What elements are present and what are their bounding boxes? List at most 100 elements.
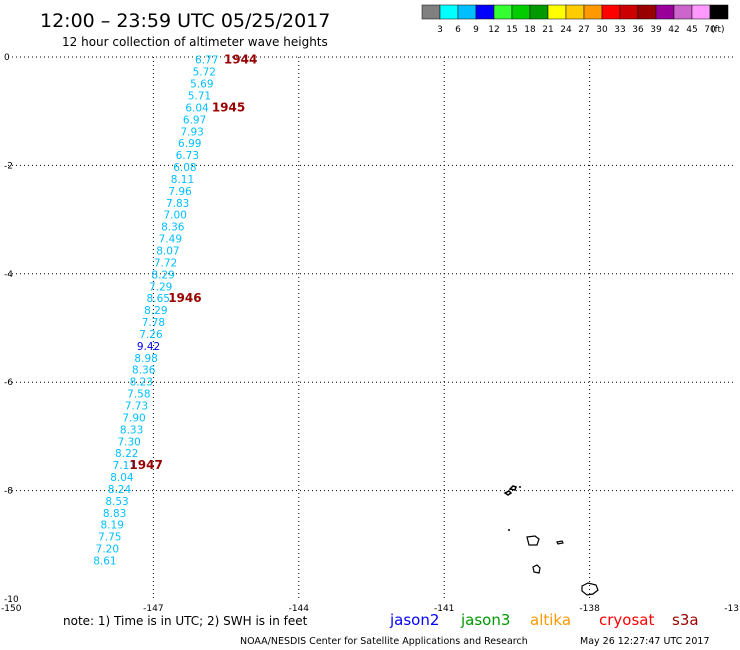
wave-height-value: 8.19 xyxy=(101,520,124,532)
satellite-legend-jason2: jason2 xyxy=(389,611,439,629)
color-scale-label: 33 xyxy=(614,25,625,35)
y-tick-label: -2 xyxy=(4,161,13,171)
wave-height-value: 7.49 xyxy=(159,234,182,246)
y-tick-label: 0 xyxy=(4,53,10,63)
x-tick-label: -13 xyxy=(724,604,739,614)
wave-height-value: 7.11 xyxy=(113,460,136,472)
wave-height-value: 7.90 xyxy=(122,412,145,424)
hawaii-islands xyxy=(503,485,599,596)
color-scale-label: 9 xyxy=(473,25,479,35)
wave-height-value: 7.00 xyxy=(164,210,187,222)
wave-height-value: 8.65 xyxy=(147,293,170,305)
island-hawaii xyxy=(581,582,599,596)
color-scale-swatch xyxy=(511,4,531,20)
color-scale-label: 21 xyxy=(542,25,553,35)
wave-height-value: 8.29 xyxy=(144,305,167,317)
wave-height-value: 7.29 xyxy=(149,281,172,293)
color-scale-swatch xyxy=(439,4,459,20)
satellite-legend-altika: altika xyxy=(530,611,571,629)
satellite-legend-jason3: jason3 xyxy=(460,611,510,629)
x-tick-label: -144 xyxy=(289,604,310,614)
wave-height-value: 7.30 xyxy=(117,436,140,448)
wave-height-value: 6.77 xyxy=(195,55,218,67)
color-scale-swatch xyxy=(691,4,711,20)
wave-height-value: 8.61 xyxy=(93,556,116,568)
y-tick-label: -6 xyxy=(4,378,13,388)
color-scale-label: 12 xyxy=(488,25,499,35)
footer-credit: NOAA/NESDIS Center for Satellite Applica… xyxy=(240,636,528,647)
y-tick-label: -10 xyxy=(4,595,19,605)
color-scale-swatch xyxy=(565,4,585,20)
time-labels: 1944 1945 1946 1947 xyxy=(129,53,257,472)
color-scale-label: 36 xyxy=(632,25,644,35)
wave-height-value: 6.08 xyxy=(173,162,196,174)
island-kauai xyxy=(508,485,517,491)
chart-subtitle: 12 hour collection of altimeter wave hei… xyxy=(62,35,328,49)
wave-height-value: 8.98 xyxy=(134,353,157,365)
color-scale-label: 6 xyxy=(455,25,461,35)
wave-height-value: 8.23 xyxy=(130,377,153,389)
wave-height-value: 7.26 xyxy=(139,329,163,341)
color-scale-swatch xyxy=(547,4,567,20)
y-tick-label: -8 xyxy=(4,487,13,497)
color-scale-swatch xyxy=(619,4,639,20)
island-maui xyxy=(532,564,541,574)
x-tick-label: -138 xyxy=(579,604,600,614)
color-scale: 3 6 9 12 15 18 21 24 27 30 33 36 39 42 45 70(ft) xyxy=(421,4,729,35)
color-scale-swatch xyxy=(673,4,693,20)
wave-height-value: 7.72 xyxy=(154,257,177,269)
axes: 0 -2 -4 -6 -8 -10-150 -147 -144 -141 -138 -13 xyxy=(1,53,739,614)
wave-height-value: 8.07 xyxy=(156,245,179,257)
color-scale-label: 45 xyxy=(686,25,697,35)
wave-height-value: 7.96 xyxy=(168,186,192,198)
wave-height-value: 8.53 xyxy=(105,496,128,508)
time-label: 1947 xyxy=(129,458,162,472)
wave-height-value: 8.29 xyxy=(151,269,174,281)
wave-height-value: 7.75 xyxy=(98,532,121,544)
color-scale-swatch xyxy=(529,4,549,20)
x-tick-label: -147 xyxy=(143,604,163,614)
note-text: note: 1) Time is in UTC; 2) SWH is in fe… xyxy=(63,614,308,628)
wave-height-value: 7.73 xyxy=(125,401,148,413)
wave-height-value: 8.33 xyxy=(120,424,143,436)
color-scale-swatch xyxy=(493,4,513,20)
island-niihau xyxy=(503,490,513,496)
color-scale-label: 3 xyxy=(437,25,443,35)
color-scale-label: 18 xyxy=(524,25,536,35)
color-scale-swatch xyxy=(421,4,441,20)
island-molokai xyxy=(556,540,564,545)
color-scale-label: 70 xyxy=(704,25,716,35)
island-ka-ula xyxy=(519,486,521,488)
color-scale-label: 24 xyxy=(560,25,572,35)
wave-height-value: 9.42 xyxy=(137,341,160,353)
color-scale-swatch xyxy=(601,4,621,20)
color-scale-swatch xyxy=(637,4,657,20)
wave-height-value: 8.22 xyxy=(115,448,138,460)
satellite-legend: jason2 jason3 altika cryosat s3a xyxy=(389,611,699,629)
wave-height-value: 5.72 xyxy=(193,67,216,79)
wave-height-value: 7.58 xyxy=(127,389,150,401)
wave-height-value: 5.69 xyxy=(190,79,213,91)
color-scale-label: (ft) xyxy=(711,25,725,35)
wave-height-value: 8.36 xyxy=(161,222,185,234)
wave-height-value: 6.97 xyxy=(183,114,206,126)
color-scale-swatch xyxy=(655,4,675,20)
color-scale-swatch xyxy=(709,4,729,20)
wave-height-value: 7.20 xyxy=(96,544,119,556)
island-oahu-west xyxy=(508,529,510,531)
wave-height-value: 8.36 xyxy=(132,365,156,377)
satellite-legend-cryosat: cryosat xyxy=(599,611,654,629)
time-label: 1946 xyxy=(168,291,201,305)
color-scale-swatch xyxy=(475,4,495,20)
color-scale-label: 27 xyxy=(578,25,589,35)
footer-timestamp: May 26 12:27:47 UTC 2017 xyxy=(580,636,709,647)
wave-height-value: 6.73 xyxy=(176,150,199,162)
color-scale-label: 42 xyxy=(668,25,679,35)
y-tick-label: -4 xyxy=(4,270,13,280)
wave-height-value: 7.78 xyxy=(142,317,165,329)
x-tick-label: -141 xyxy=(434,604,454,614)
color-scale-swatch xyxy=(457,4,477,20)
color-scale-label: 39 xyxy=(650,25,662,35)
wave-height-value: 8.04 xyxy=(110,472,134,484)
